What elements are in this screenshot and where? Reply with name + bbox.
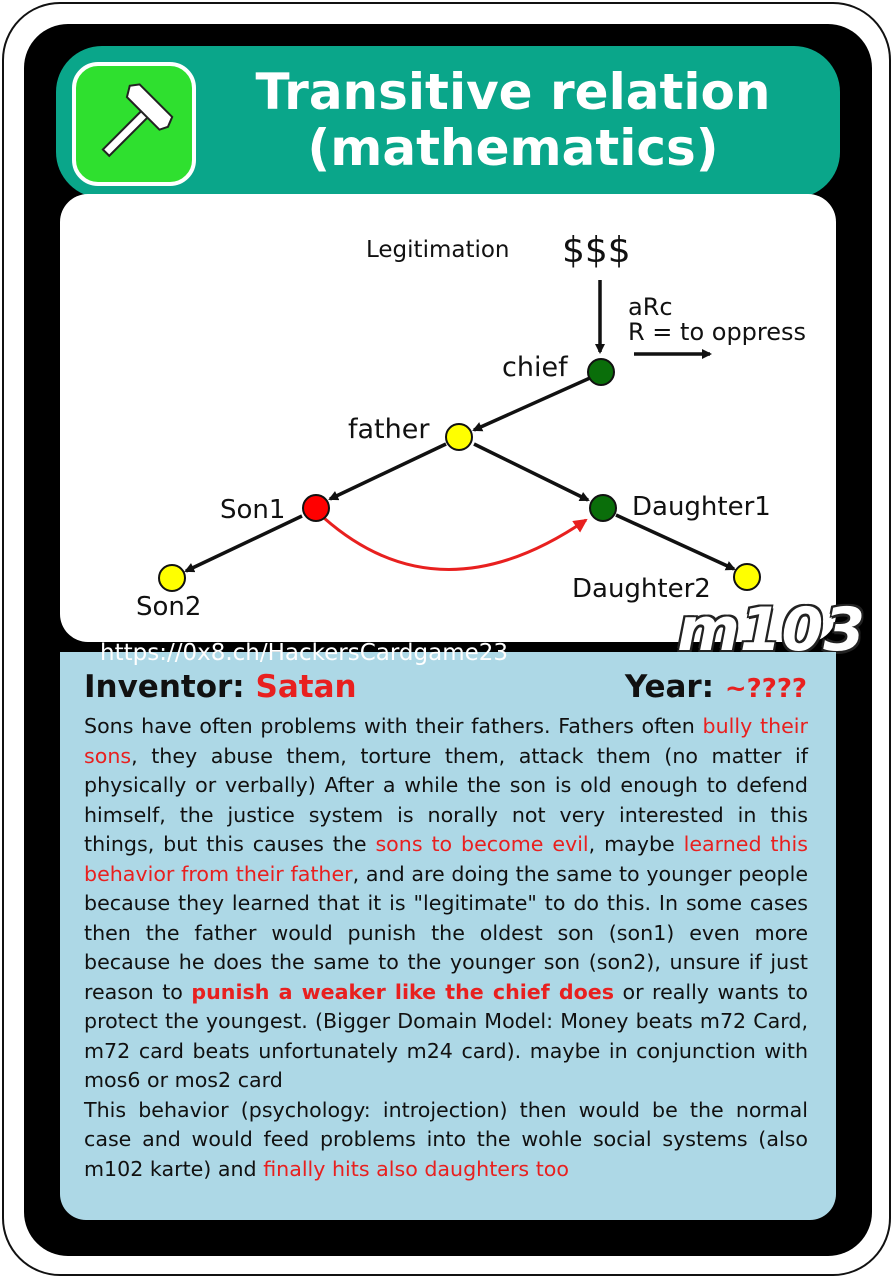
highlight-punish: punish a weaker like the chief does xyxy=(191,979,614,1004)
relation-label: R = to oppress xyxy=(628,318,806,346)
title-line-2: (mathematics) xyxy=(307,119,719,177)
arrow-father-daughter1 xyxy=(473,442,590,502)
desc-part-6: This behavior (psychology: introjection)… xyxy=(84,1097,808,1181)
description-text: Sons have often problems with their fath… xyxy=(84,712,808,1184)
year-value: ~???? xyxy=(724,674,807,704)
arc-label: aRc xyxy=(628,293,673,321)
desc-part-4: , and are doing the same to younger peop… xyxy=(84,861,809,1004)
year-line: Year: ~???? xyxy=(625,669,807,705)
inventor-value: Satan xyxy=(255,669,357,705)
legitimation-label: Legitimation xyxy=(366,237,510,263)
highlight-daughters: finally hits also daughters too xyxy=(263,1156,569,1181)
son1-label: Son1 xyxy=(220,495,285,525)
category-badge xyxy=(72,62,196,186)
father-label: father xyxy=(348,414,430,445)
son2-label: Son2 xyxy=(136,592,201,622)
desc-part-1: Sons have often problems with their fath… xyxy=(84,714,703,738)
chief-label: chief xyxy=(502,352,569,383)
desc-part-2: , they abuse them, torture them, attack … xyxy=(84,743,808,857)
year-label: Year: xyxy=(624,669,715,705)
relation-diagram: Legitimation $$$ aRc R = to oppress chie… xyxy=(60,194,836,642)
desc-part-5: or really wants to protect the youngest.… xyxy=(84,979,809,1093)
card-title: Transitive relation (mathematics) xyxy=(200,64,826,176)
node-son2 xyxy=(158,564,186,592)
node-daughter1 xyxy=(589,494,617,522)
node-chief xyxy=(587,358,615,386)
node-son1 xyxy=(302,494,330,522)
highlight-learned: learned this behavior from their father xyxy=(84,832,808,886)
arrow-father-son1 xyxy=(328,442,447,501)
description-panel xyxy=(60,652,836,1220)
daughter1-label: Daughter1 xyxy=(632,492,771,522)
arrow-son1-daughter1 xyxy=(323,516,588,571)
hammer-icon xyxy=(101,83,174,158)
node-father xyxy=(445,423,473,451)
daughter2-label: Daughter2 xyxy=(572,574,711,604)
highlight-evil: sons to become evil xyxy=(375,832,589,856)
highlight-bully: bully their sons xyxy=(84,714,808,768)
arrow-chief-father xyxy=(472,376,591,432)
source-url: https://0x8.ch/HackersCardgame23 xyxy=(100,640,509,666)
title-line-1: Transitive relation xyxy=(255,63,771,121)
node-daughter2 xyxy=(733,563,761,591)
arrow-daughter1-daughter2 xyxy=(615,513,736,571)
inventor-line: Inventor: Satan xyxy=(84,669,357,705)
money-label: $$$ xyxy=(562,230,631,271)
card-code: m103 xyxy=(677,595,865,665)
inventor-label: Inventor: xyxy=(84,669,245,705)
desc-part-3: , maybe xyxy=(588,832,684,856)
diagram-svg: Legitimation $$$ aRc R = to oppress chie… xyxy=(136,230,806,622)
arrow-son1-son2 xyxy=(184,514,303,573)
